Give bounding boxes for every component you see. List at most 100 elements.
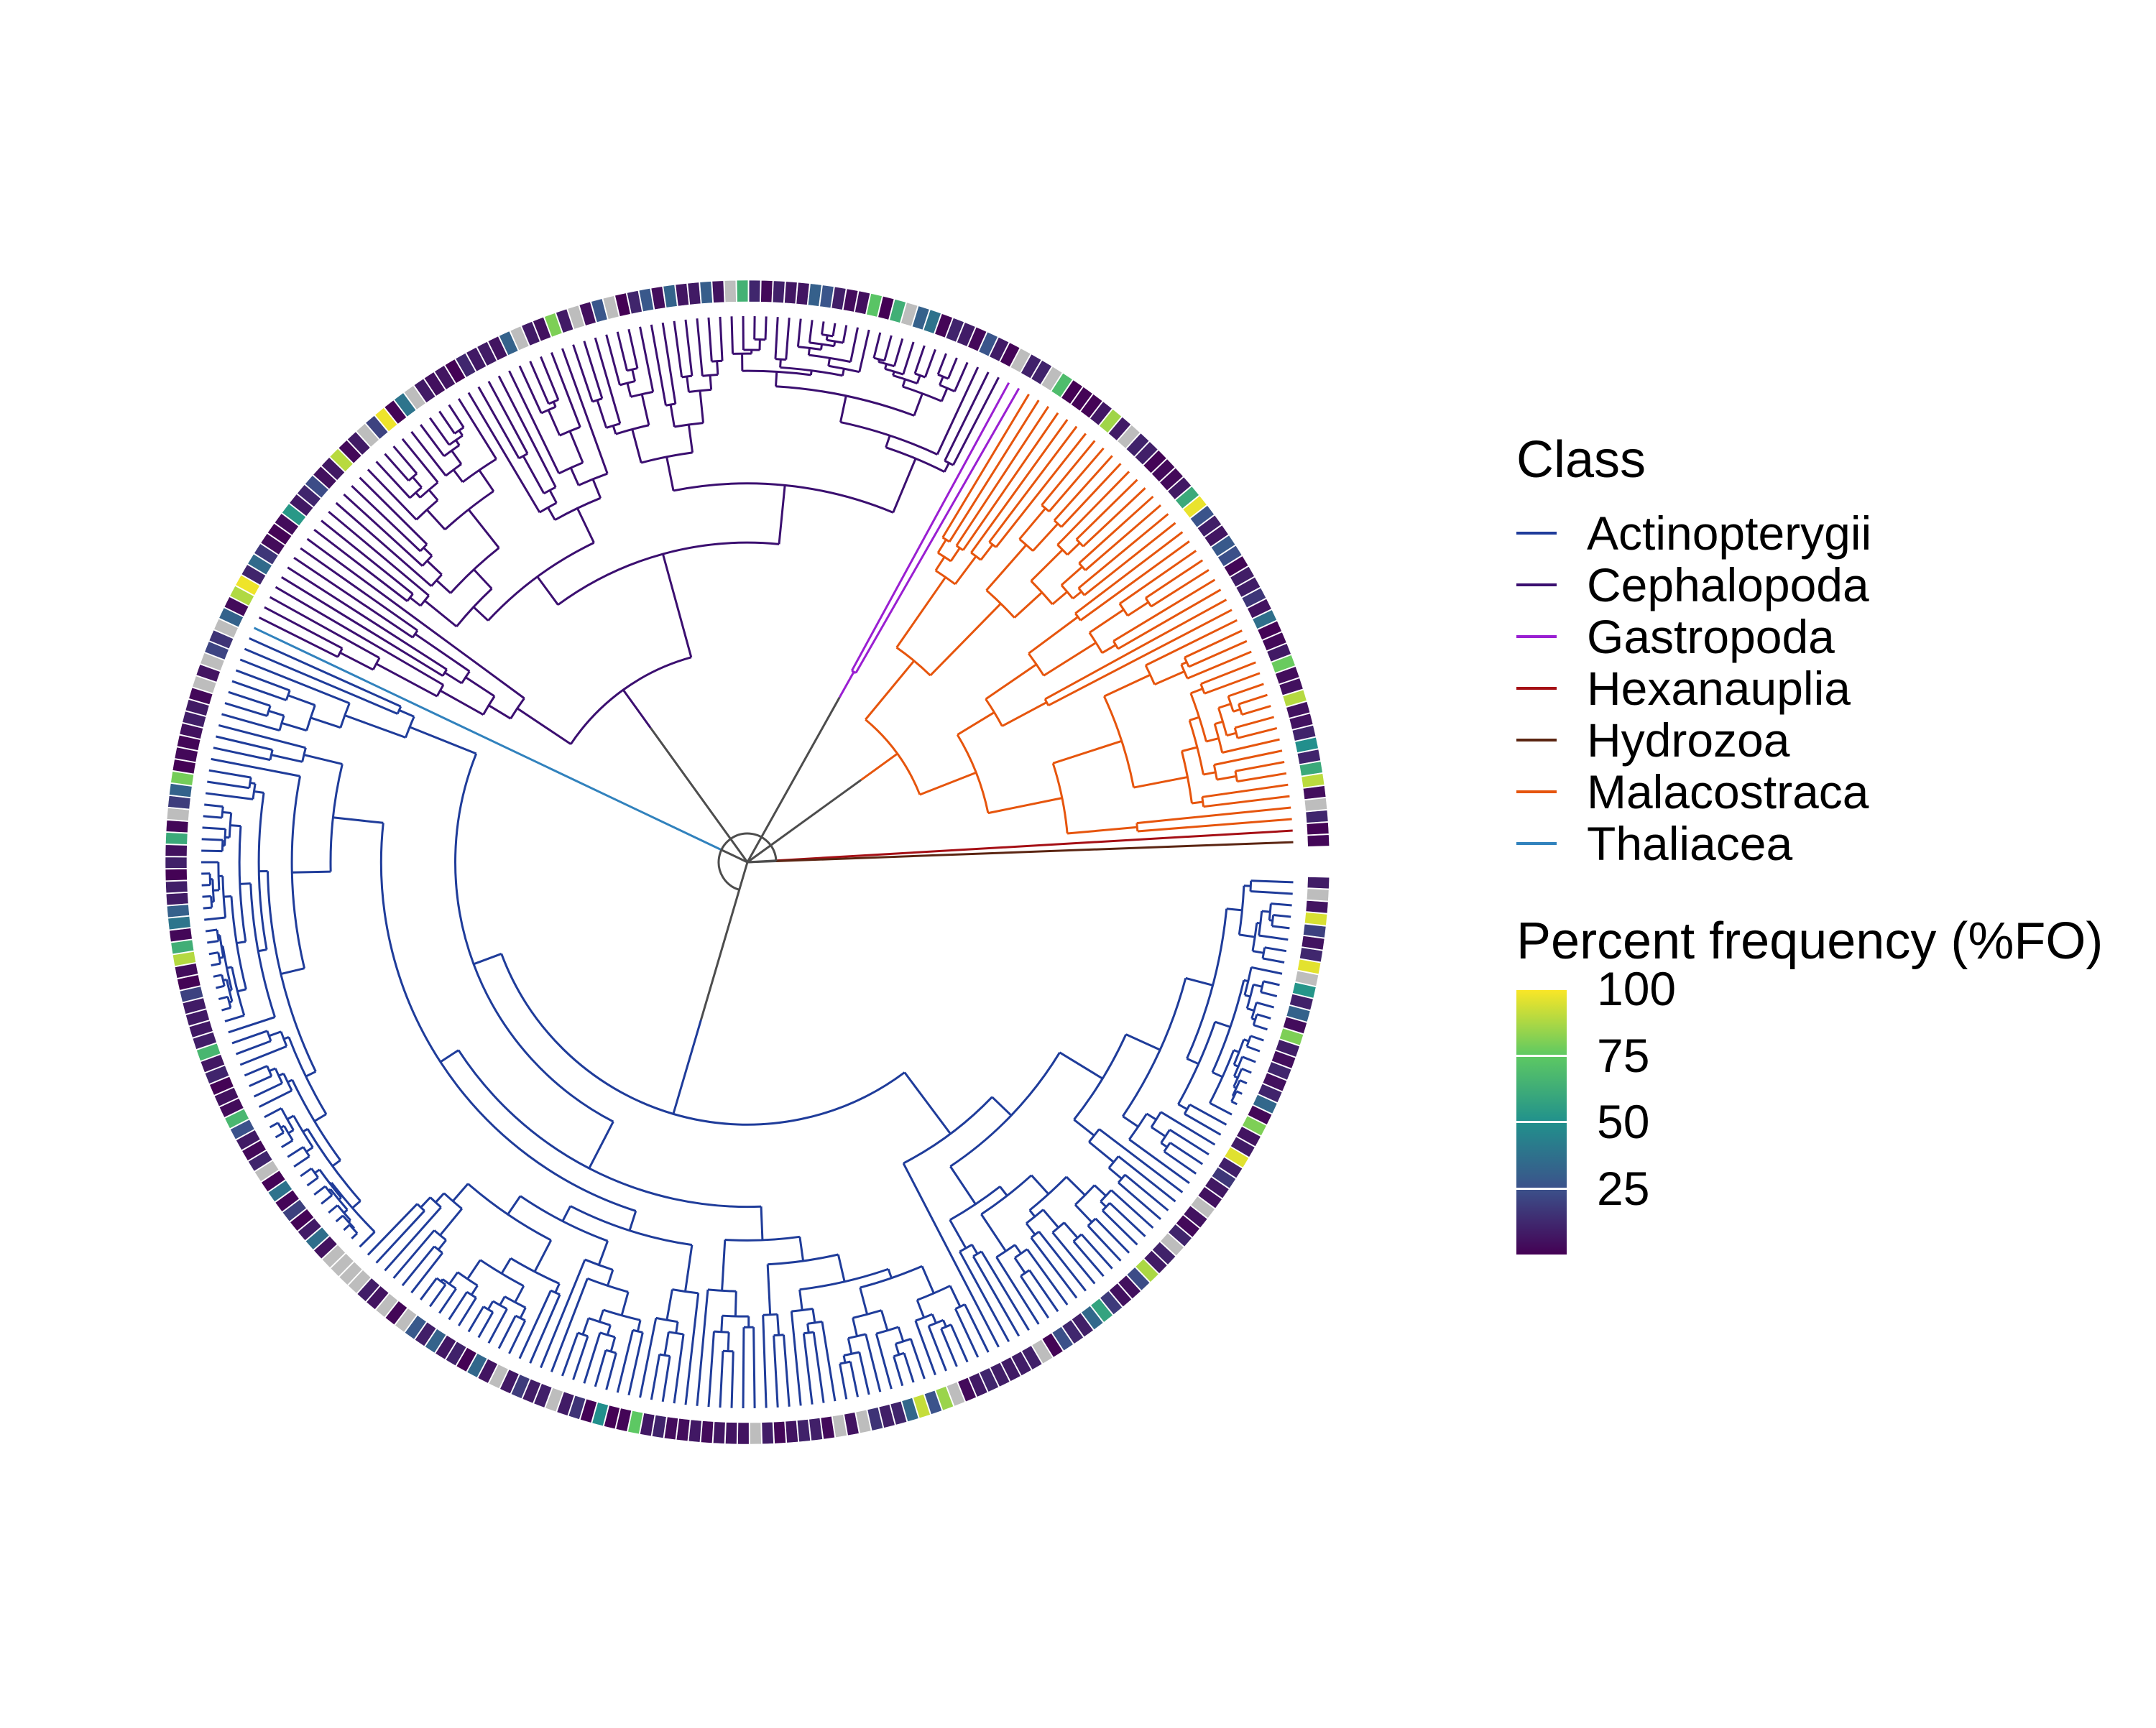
tree-branch: [276, 1132, 284, 1137]
tree-branch: [893, 458, 916, 512]
tree-branch: [808, 1323, 809, 1333]
tree-branch: [1102, 645, 1116, 653]
tree-branch: [258, 950, 267, 951]
tree-branch: [1250, 892, 1293, 894]
tree-branch: [597, 400, 607, 428]
tree-branch: [808, 348, 809, 355]
tree-branch: [515, 1286, 524, 1303]
frequency-tile: [809, 1418, 823, 1441]
tree-branch: [1186, 978, 1213, 985]
tree-branch: [1247, 1009, 1254, 1011]
tree-branch: [1033, 524, 1058, 551]
frequency-tile: [165, 845, 187, 856]
tree-branch: [1247, 1046, 1260, 1051]
tree-branch: [1210, 1103, 1232, 1114]
frequency-tile: [797, 1419, 810, 1441]
frequency-legend-title: Percent frequency (%FO): [1516, 912, 2149, 970]
tree-branch: [269, 711, 284, 716]
tree-branch: [898, 1327, 903, 1341]
tree-branch: [607, 335, 620, 385]
tree-branch: [885, 336, 892, 361]
tree-branch: [798, 319, 801, 347]
tree-branch: [288, 1130, 293, 1133]
tree-branch: [254, 628, 722, 850]
tree-branch: [287, 1147, 303, 1157]
tree-branch: [881, 1311, 887, 1331]
tree-branch: [1215, 721, 1222, 724]
tree-branch: [754, 1327, 755, 1408]
tree-branch: [839, 672, 854, 697]
tree-branch: [709, 318, 711, 361]
tree-branch: [520, 366, 541, 413]
legend-item-cephalopoda: Cephalopoda: [1516, 559, 2149, 611]
tree-branch: [236, 942, 246, 943]
frequency-tile: [761, 280, 773, 302]
frequency-tile: [171, 940, 194, 954]
tree-branch: [1161, 1143, 1168, 1147]
tree-branch: [445, 673, 462, 683]
frequency-tile: [1304, 912, 1327, 925]
tree-branch: [203, 816, 222, 818]
tree-branch: [488, 1301, 493, 1309]
tree-branch: [304, 755, 342, 764]
tree-branch: [229, 1017, 275, 1032]
tree-branch: [894, 1357, 903, 1386]
tree-branch: [1109, 1168, 1122, 1178]
frequency-tile: [1304, 798, 1327, 811]
tree-branch: [333, 1160, 341, 1166]
tree-branch: [1181, 747, 1197, 751]
tree-branch: [1228, 684, 1263, 696]
tree-branch: [351, 1233, 357, 1238]
tree-branch: [850, 1362, 857, 1397]
tree-branch: [743, 1327, 744, 1408]
tree-branch: [1170, 1142, 1202, 1164]
tree-branch: [421, 1198, 430, 1208]
tree-branch: [232, 1031, 267, 1043]
tree-branch: [957, 712, 994, 734]
tree-branch: [306, 1071, 316, 1076]
tree-branch: [735, 1291, 736, 1316]
tree-branch: [840, 1364, 847, 1399]
legend-item-label: Actinopterygii: [1587, 507, 1871, 559]
colorbar-tick-mark: [1516, 1055, 1567, 1057]
legend-line-swatch: [1516, 635, 1557, 638]
tree-branch: [1067, 1177, 1085, 1195]
tree-branch: [499, 376, 556, 487]
tree-branch: [1073, 591, 1082, 599]
tree-branch: [489, 706, 511, 719]
tree-branch: [449, 1272, 458, 1284]
frequency-tile: [664, 1417, 678, 1440]
tree-branch: [709, 1331, 714, 1407]
tree-branch: [416, 493, 420, 498]
tree-branch: [315, 1114, 326, 1122]
tree-branch: [1031, 1175, 1049, 1194]
frequency-tile: [796, 282, 809, 305]
tree-branch: [822, 1321, 835, 1401]
frequency-tile: [168, 916, 190, 930]
tree-branch: [294, 558, 413, 637]
tree-branch: [1170, 1129, 1209, 1154]
tree-branch: [903, 379, 905, 387]
tree-branch: [206, 793, 253, 799]
tree-branch: [1085, 505, 1161, 570]
tree-branch: [861, 754, 898, 780]
tree-branch: [886, 435, 890, 447]
tree-branch: [965, 1304, 989, 1352]
tree-branch: [938, 354, 946, 374]
tree-branch: [613, 425, 616, 434]
tree-branch: [218, 997, 228, 999]
frequency-tile: [167, 905, 189, 918]
tree-branch: [944, 463, 949, 471]
tree-branch: [917, 1300, 923, 1317]
tree-branch: [438, 1240, 446, 1249]
tree-branch: [1219, 704, 1231, 708]
tree-branch: [1128, 602, 1148, 616]
tree-branch: [206, 930, 217, 931]
tree-branch: [1187, 1058, 1198, 1063]
tree-branch: [941, 388, 947, 401]
frequency-tile: [808, 284, 821, 307]
class-legend-title: Class: [1516, 431, 2149, 489]
tree-branch: [1217, 776, 1236, 780]
frequency-tile: [1307, 835, 1330, 847]
